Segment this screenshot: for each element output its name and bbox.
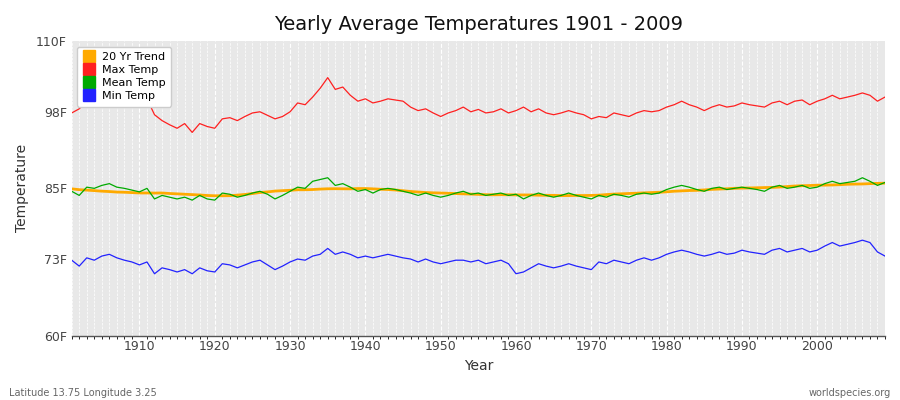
Y-axis label: Temperature: Temperature	[15, 144, 29, 232]
Mean Temp	[67, 189, 77, 194]
Min Temp	[510, 271, 521, 276]
Min Temp	[518, 270, 529, 274]
Mean Temp	[616, 193, 626, 198]
Text: Latitude 13.75 Longitude 3.25: Latitude 13.75 Longitude 3.25	[9, 388, 157, 398]
Mean Temp	[518, 196, 529, 201]
Max Temp	[879, 95, 890, 100]
Legend: 20 Yr Trend, Max Temp, Mean Temp, Min Temp: 20 Yr Trend, Max Temp, Mean Temp, Min Te…	[77, 47, 171, 106]
Line: Max Temp: Max Temp	[72, 78, 885, 132]
Max Temp	[353, 99, 364, 104]
Mean Temp	[879, 180, 890, 185]
Line: 20 Yr Trend: 20 Yr Trend	[72, 183, 885, 196]
Line: Min Temp: Min Temp	[72, 240, 885, 274]
Min Temp	[857, 238, 868, 242]
Mean Temp	[526, 193, 536, 198]
Max Temp	[300, 102, 310, 107]
Title: Yearly Average Temperatures 1901 - 2009: Yearly Average Temperatures 1901 - 2009	[274, 15, 683, 34]
20 Yr Trend	[210, 193, 220, 198]
20 Yr Trend	[127, 190, 138, 195]
Max Temp	[67, 110, 77, 115]
20 Yr Trend	[345, 186, 356, 191]
Mean Temp	[322, 175, 333, 180]
20 Yr Trend	[518, 192, 529, 197]
Mean Temp	[127, 188, 138, 192]
20 Yr Trend	[510, 192, 521, 197]
Min Temp	[149, 271, 160, 276]
20 Yr Trend	[879, 181, 890, 186]
Mean Temp	[187, 198, 198, 202]
Max Temp	[127, 100, 138, 105]
Min Temp	[345, 252, 356, 257]
X-axis label: Year: Year	[464, 359, 493, 373]
Max Temp	[616, 112, 626, 117]
Mean Temp	[353, 189, 364, 194]
Min Temp	[879, 254, 890, 258]
Mean Temp	[300, 186, 310, 191]
Line: Mean Temp: Mean Temp	[72, 178, 885, 200]
Min Temp	[67, 258, 77, 262]
20 Yr Trend	[67, 186, 77, 191]
Max Temp	[526, 109, 536, 114]
20 Yr Trend	[608, 192, 619, 196]
20 Yr Trend	[300, 187, 310, 192]
Min Temp	[608, 258, 619, 262]
Min Temp	[127, 260, 138, 264]
Text: worldspecies.org: worldspecies.org	[809, 388, 891, 398]
Min Temp	[300, 258, 310, 262]
Max Temp	[187, 130, 198, 135]
Max Temp	[518, 105, 529, 110]
Max Temp	[322, 75, 333, 80]
